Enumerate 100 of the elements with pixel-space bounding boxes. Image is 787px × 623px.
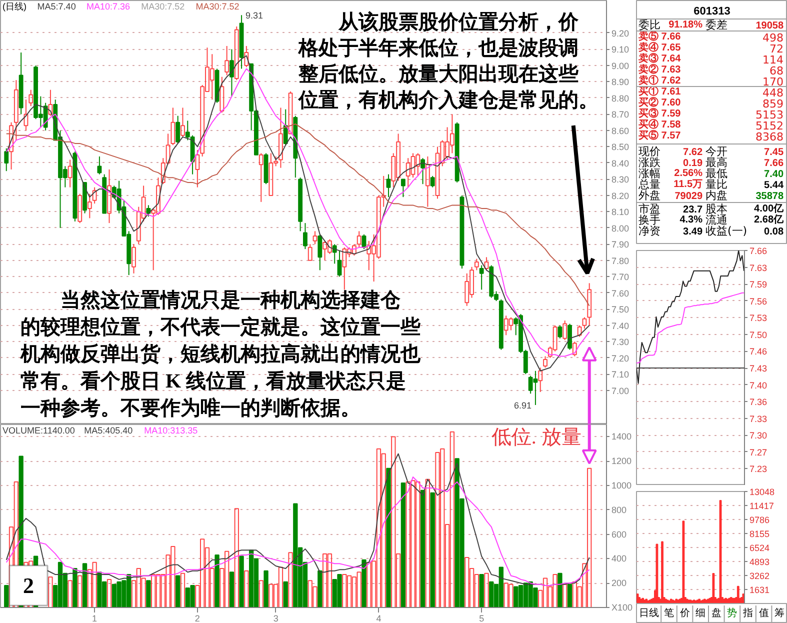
- text: 11.5万: [674, 179, 703, 190]
- text: 5153: [756, 108, 784, 122]
- text: 收益(一): [706, 224, 748, 238]
- bar: [244, 570, 249, 608]
- bar: [82, 563, 88, 608]
- text: MA5:405.40: [84, 426, 133, 436]
- text: 7.66: [764, 158, 784, 169]
- text: 2.68亿: [754, 214, 784, 226]
- bar: [258, 580, 264, 608]
- bar: [106, 578, 112, 608]
- annotation: 当然这位置情况只是一种机构选择建仓的较理想位置，不代表一定就是。这位置一些机构做反弹出货，短线机构拉高就出的情况也常有。看个股日 K 线位置，看放量状态只是一种参考。不要作为唯一的判断依据。: [20, 288, 422, 420]
- text: 现价: [638, 145, 660, 158]
- y-tick-label: 1000: [612, 480, 632, 490]
- bar: [229, 572, 234, 608]
- text: 量比: [706, 178, 728, 191]
- y-tick-label: 8.20: [612, 190, 630, 201]
- candlestick: [425, 156, 430, 208]
- text: 72: [770, 42, 784, 56]
- y-tick-label: 8.50: [612, 142, 630, 152]
- text: 3.49: [683, 226, 703, 238]
- y-tick-label: 7.30: [612, 337, 630, 348]
- y-tick-label: 7.59: [750, 280, 768, 290]
- candlestick: [239, 14, 244, 70]
- candlestick: [278, 107, 283, 168]
- y-tick-label: 3262: [750, 571, 770, 581]
- y-tick-label: 7.70: [612, 272, 630, 282]
- line-series: [636, 250, 744, 384]
- candlestick: [18, 52, 24, 115]
- text: 内盘: [706, 189, 728, 202]
- text: 最高: [706, 156, 728, 169]
- bar: [318, 570, 322, 608]
- y-tick-label: 8.70: [612, 110, 630, 120]
- bar: [234, 508, 239, 608]
- x-tick-label: 5: [479, 614, 484, 623]
- text: MA10:7.36: [86, 2, 130, 12]
- candlestick: [14, 80, 18, 141]
- candlestick: [24, 99, 28, 131]
- text: 卖① 7.62: [638, 74, 682, 86]
- x-tick-label: 3: [273, 614, 278, 623]
- y-tick-label: 400: [612, 554, 627, 564]
- text: 35878: [756, 191, 784, 202]
- y-tick-label: 7.50: [750, 330, 768, 340]
- text: 盘: [711, 607, 722, 619]
- bar: [72, 568, 78, 608]
- y-tick-label: 200: [612, 578, 627, 588]
- text: 总量: [638, 178, 660, 191]
- text: 68: [770, 64, 784, 78]
- text: 5.44: [764, 180, 784, 191]
- chart-title: VOLUME:1140.00: [2, 426, 75, 436]
- candlestick: [68, 159, 72, 188]
- text: 7.62: [683, 147, 703, 158]
- y-tick-label: 8.90: [612, 77, 630, 88]
- text: 日线: [638, 607, 659, 619]
- bar: [68, 580, 72, 608]
- text: 流通: [706, 214, 728, 226]
- text: 23.7: [683, 204, 703, 216]
- text: 净资: [638, 224, 660, 238]
- y-tick-label: 9.00: [612, 60, 630, 71]
- text: 859: [762, 98, 784, 110]
- text: 委比: [638, 18, 660, 32]
- text: 448: [762, 86, 784, 100]
- annotation: 低位. 放量: [491, 426, 582, 448]
- bar: [562, 584, 568, 608]
- text: 最低: [706, 167, 728, 180]
- text: 指: [742, 607, 753, 619]
- text: 卖③ 7.64: [638, 52, 682, 64]
- text: 市盈: [638, 202, 660, 216]
- text: 涨幅: [638, 167, 660, 180]
- text: 0.08: [764, 226, 784, 238]
- bar: [176, 575, 180, 608]
- legend-label: MA30:7.52: [141, 2, 185, 12]
- bar: [425, 478, 430, 608]
- text: 买④ 7.58: [638, 118, 682, 130]
- text: 4.3%: [680, 214, 703, 226]
- y-tick-label: X100: [612, 602, 633, 612]
- x-tick-label: 4: [376, 614, 382, 623]
- y-tick-label: 7.40: [750, 380, 768, 390]
- y-tick-label: 7.56: [750, 296, 768, 306]
- y-tick-label: 800: [612, 504, 627, 515]
- text: 79029: [674, 191, 703, 202]
- bar: [214, 554, 220, 608]
- bar: [567, 584, 572, 608]
- annotation: 2: [23, 573, 34, 598]
- y-tick-label: 8.10: [612, 207, 630, 218]
- text: 7.40: [764, 169, 784, 180]
- y-tick-label: 8.60: [612, 126, 630, 136]
- text: 笔: [664, 607, 674, 619]
- y-tick-label: 9.10: [612, 44, 630, 55]
- candlestick: [132, 244, 136, 274]
- y-tick-label: 8.80: [612, 93, 630, 104]
- text: 5152: [756, 120, 784, 132]
- candlestick: [258, 152, 264, 202]
- y-tick-label: 7.43: [750, 364, 768, 374]
- text: 外盘: [638, 189, 660, 202]
- y-tick-label: 4893: [750, 557, 770, 567]
- y-tick-label: 9.20: [612, 28, 630, 38]
- candlestick: [230, 48, 234, 97]
- text: 0.19: [683, 158, 703, 169]
- text: 卖④ 7.65: [638, 42, 682, 54]
- y-tick-label: 13048: [750, 487, 775, 497]
